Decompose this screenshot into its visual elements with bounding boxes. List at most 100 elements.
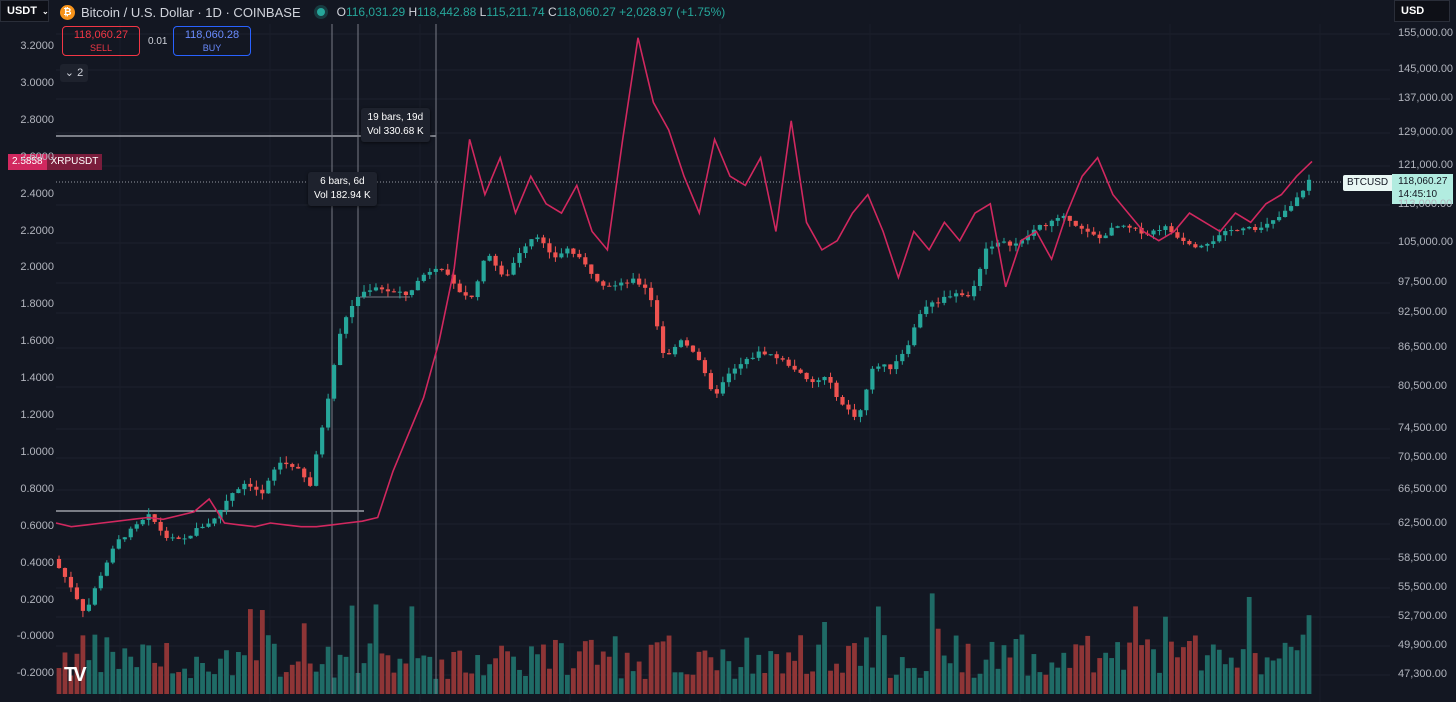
right-axis-tick: 121,000.00 [1398,159,1454,171]
volume-bar [618,678,624,694]
volume-bar [188,678,193,694]
volume-bar [218,658,223,694]
candle-body [1079,225,1084,229]
candle-body [942,296,947,303]
candle-body [140,519,145,525]
volume-bar [870,667,875,694]
volume-bar [1121,669,1126,694]
chevron-down-icon: ⌄ [41,6,49,16]
volume-bar [253,660,259,694]
volume-bar [1127,642,1132,694]
volume-bar [259,610,265,694]
volume-bar [989,641,995,694]
volume-bar [104,637,110,694]
candle-body [1253,226,1258,230]
volume-bar [1198,670,1204,694]
volume-bar [810,671,815,694]
candle-body [475,281,480,298]
candle-body [170,537,175,539]
candle-body [900,353,905,362]
candle-body [373,287,379,291]
candle-body [1085,228,1090,232]
left-currency-selector[interactable]: USDT ⌄ [0,0,49,22]
volume-bar [1270,660,1276,694]
candle-body [846,404,851,410]
volume-bar [110,651,116,694]
candle-body [218,509,223,519]
candle-body [828,376,833,383]
volume-bar [517,669,522,694]
symbol-title[interactable]: Bitcoin / U.S. Dollar · 1D · COINBASE [81,4,301,20]
tradingview-logo-icon[interactable]: TV [64,664,86,686]
candle-body [1169,226,1174,233]
candle-body [421,274,426,281]
volume-bar [367,643,373,694]
candle-body [457,283,462,293]
candle-body [332,365,337,399]
volume-bar [846,645,851,694]
candle-body [936,302,941,304]
volume-bar [804,673,810,694]
candle-body [469,295,474,298]
collapse-indicators-button[interactable]: ⌄ 2 [60,64,88,82]
candle-body [613,285,618,287]
candle-body [248,483,253,487]
left-axis-tick: 0.6000 [20,519,54,532]
candle-body [355,296,361,306]
volume-bar [1258,674,1264,694]
right-axis-tick: 129,000.00 [1398,126,1454,138]
volume-bar [732,678,738,694]
candle-body [314,454,319,486]
left-axis-tick: 2.6000 [20,150,54,163]
volume-bar [98,672,104,694]
right-currency-selector[interactable]: USD [1394,0,1450,22]
candle-body [1306,179,1312,191]
volume-bar [289,664,295,694]
volume-bar [1139,645,1144,694]
buy-button[interactable]: 118,060.28 BUY [173,26,251,56]
volume-bar [230,675,235,694]
volume-bar [140,644,146,694]
volume-bar [469,673,475,694]
volume-bar [1192,635,1198,694]
candle-body [80,599,86,611]
candle-body [104,562,109,576]
candle-body [637,278,642,285]
volume-bar [212,674,217,694]
sell-price: 118,060.27 [73,29,129,41]
high-value: 118,442.88 [417,5,477,19]
right-axis-tick: 155,000.00 [1398,27,1454,39]
volume-bar [176,672,182,694]
volume-bar [1067,667,1073,694]
volume-bar [74,653,80,694]
candle-body [367,290,373,292]
measure-label-1[interactable]: 19 bars, 19d Vol 330.68 K [361,108,430,142]
volume-bar [905,668,911,694]
right-axis-tick: 70,500.00 [1398,451,1447,463]
candle-body [654,300,660,327]
volume-bar [564,674,570,694]
volume-bar [1222,664,1228,694]
candle-body [1223,231,1228,236]
chevron-down-icon: ⌄ [64,67,75,79]
volume-bar [678,672,684,694]
btc-price: 118,060.27 [1398,176,1448,187]
candle-body [1229,230,1234,232]
candle-body [433,268,438,272]
volume-bar [547,668,552,694]
volume-bar [505,651,510,694]
right-axis-tick: 49,900.00 [1398,639,1447,651]
volume-bar [588,639,594,694]
candle-body [1277,217,1282,221]
indicator-count: 2 [77,67,84,79]
sell-button[interactable]: 118,060.27 SELL [62,26,140,56]
btc-countdown: 14:45:10 [1398,189,1438,200]
candle-body [439,268,444,270]
measure-label-2[interactable]: 6 bars, 6d Vol 182.94 K [308,172,377,206]
candle-body [666,352,672,355]
candle-body [1187,241,1192,245]
candle-body [756,351,761,358]
volume-bar [1049,662,1055,694]
